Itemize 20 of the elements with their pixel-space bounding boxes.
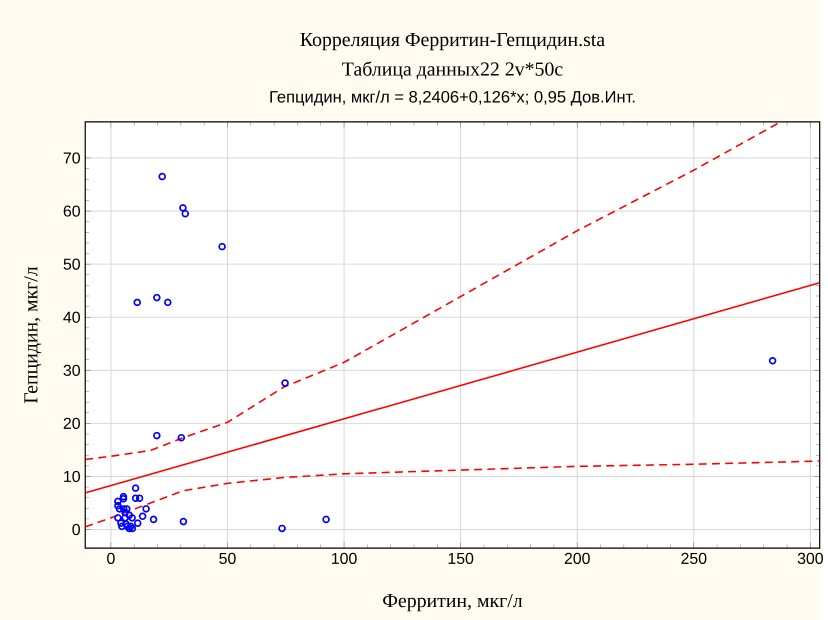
x-tick-label: 250	[681, 552, 706, 564]
y-tick-label: 40	[63, 311, 80, 323]
y-tick-label: 60	[64, 205, 80, 216]
y-tick-label: 70	[64, 152, 80, 164]
chart-title: Корреляция Ферритин-Гепцидин.sta	[300, 32, 605, 50]
y-tick-label: 10	[64, 470, 80, 482]
y-axis-title: Гепцидин, мкг/л	[24, 266, 42, 403]
x-tick-label: 150	[448, 552, 474, 564]
x-tick-label: 200	[564, 552, 590, 564]
chart-subtitle: Таблица данных22 2v*50c	[342, 61, 563, 80]
x-tick-label: 0	[107, 552, 115, 564]
x-tick-label: 50	[219, 552, 236, 564]
x-tick-label: 300	[798, 552, 823, 564]
y-tick-label: 0	[72, 524, 80, 535]
x-axis-title: Ферритин, мкг/л	[383, 594, 522, 612]
y-tick-label: 20	[64, 418, 80, 429]
y-tick-label: 50	[64, 258, 80, 270]
x-tick-label: 100	[332, 552, 357, 564]
text: Гепцидин, мкг/л = 8,2406+0,126*x; 0,95 Дов.Инт.	[270, 90, 634, 106]
y-tick-label: 30	[64, 364, 80, 376]
